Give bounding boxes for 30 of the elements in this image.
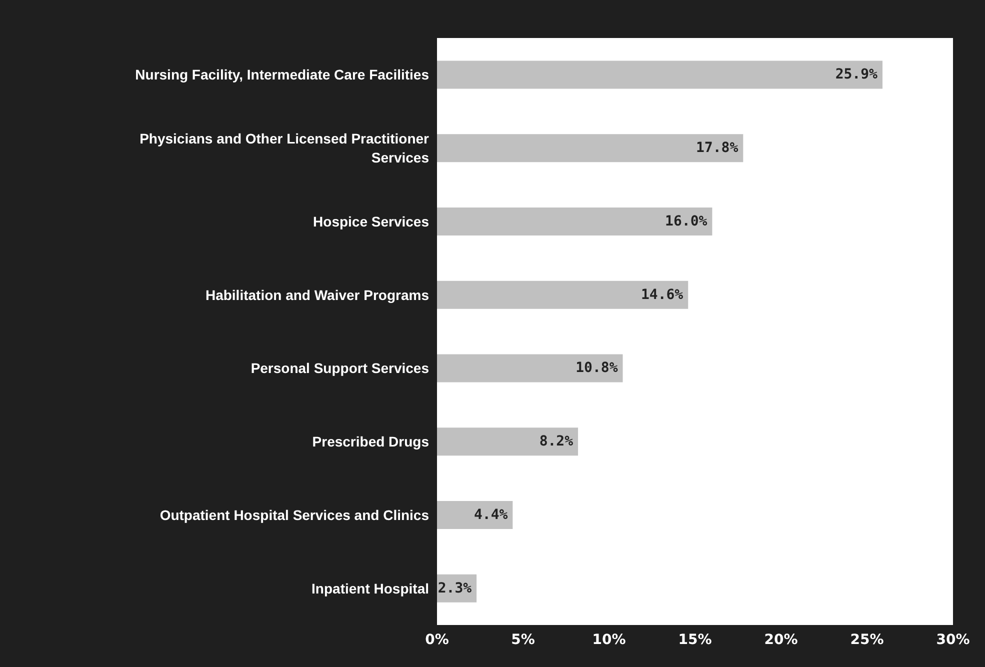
y-tick-label: Personal Support Services — [250, 360, 430, 376]
y-tick-label: Physicians and Other Licensed Practitioner Services — [140, 130, 430, 166]
y-tick-label: Nursing Facility, Intermediate Care Facilities — [135, 66, 430, 83]
y-tick-label: Inpatient Hospital — [312, 580, 429, 596]
bar — [437, 500, 513, 529]
data-label: 8.2% — [539, 434, 574, 450]
y-tick-label: Prescribed Drugs — [312, 434, 430, 450]
x-tick-label: 15% — [678, 632, 712, 648]
y-tick-label: Habilitation and Waiver Programs — [205, 286, 430, 303]
x-tick-label: 20% — [764, 632, 798, 648]
bar — [437, 280, 688, 309]
x-tick-label: 10% — [592, 632, 626, 648]
bar — [437, 134, 744, 162]
data-label: 10.8% — [576, 360, 618, 376]
x-tick-label: 25% — [850, 632, 884, 648]
x-tick-label: 0% — [425, 632, 449, 648]
x-tick-label: 30% — [936, 632, 970, 648]
data-label: 2.3% — [438, 580, 472, 596]
data-label: 14.6% — [640, 286, 684, 303]
bar — [437, 60, 882, 89]
data-label: 16.0% — [665, 213, 708, 230]
y-tick-label: Hospice Services — [313, 213, 430, 230]
data-label: 17.8% — [696, 140, 739, 156]
bar — [437, 354, 623, 382]
bar — [437, 428, 578, 456]
data-label: 25.9% — [835, 66, 878, 83]
data-label: 4.4% — [474, 506, 508, 523]
y-tick-label: Outpatient Hospital Services and Clinics — [160, 506, 430, 523]
x-tick-label: 5% — [511, 632, 535, 648]
bar — [437, 207, 712, 236]
